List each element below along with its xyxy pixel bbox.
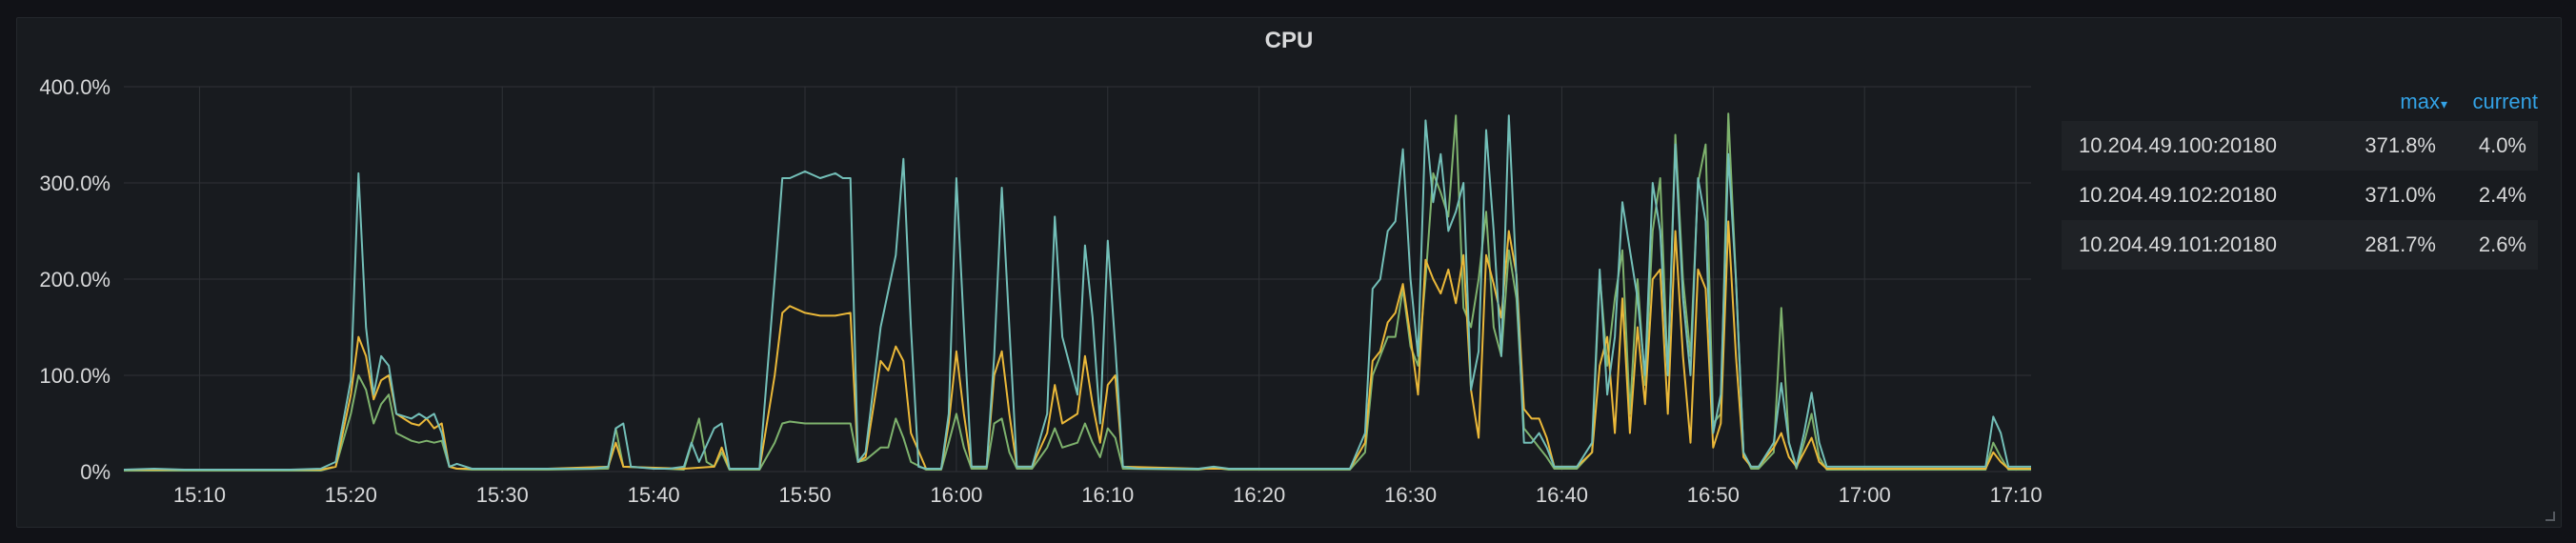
y-tick-label: 0% <box>80 460 111 484</box>
x-tick-label: 16:20 <box>1233 483 1285 507</box>
x-tick-label: 15:10 <box>173 483 226 507</box>
legend-series-name: 10.204.49.100:20180 <box>2079 133 2277 157</box>
cpu-chart: 0% 100.0% 200.0% 300.0% 400.0% 15:10 15:20 15:3… <box>39 75 2043 507</box>
legend-series-max: 371.0% <box>2365 183 2436 207</box>
legend-series-name: 10.204.49.102:20180 <box>2079 183 2277 207</box>
legend-series-name: 10.204.49.101:20180 <box>2079 232 2277 256</box>
x-tick-label: 16:10 <box>1081 483 1134 507</box>
x-tick-label: 15:30 <box>476 483 529 507</box>
resize-handle-icon[interactable] <box>2546 512 2555 521</box>
legend-header-current[interactable]: current <box>2472 90 2538 113</box>
x-tick-label: 17:00 <box>1839 483 1891 507</box>
legend-table: max▾ current 10.204.49.100:20180 371.8% … <box>2062 83 2538 270</box>
x-tick-label: 16:00 <box>930 483 982 507</box>
legend-row[interactable]: 10.204.49.101:20180 281.7% 2.6% <box>2062 220 2538 270</box>
x-tick-label: 15:20 <box>325 483 377 507</box>
panel-title[interactable]: CPU <box>1264 28 1314 53</box>
x-tick-label: 15:50 <box>778 483 831 507</box>
y-tick-label: 200.0% <box>39 268 111 292</box>
legend-series-max: 371.8% <box>2365 133 2436 157</box>
x-tick-label: 15:40 <box>628 483 680 507</box>
series-line <box>123 114 2031 471</box>
cpu-panel: CPU 0% 100.0% 200.0% 300.0% 400.0% 15:10 15:20… <box>16 17 2562 528</box>
x-tick-label: 16:50 <box>1687 483 1740 507</box>
legend-series-current: 2.4% <box>2478 183 2526 207</box>
x-tick-label: 17:10 <box>1990 483 2043 507</box>
legend-row[interactable]: 10.204.49.100:20180 371.8% 4.0% <box>2062 121 2538 171</box>
legend-row[interactable]: 10.204.49.102:20180 371.0% 2.4% <box>2062 171 2538 220</box>
x-tick-label: 16:40 <box>1536 483 1588 507</box>
y-tick-label: 400.0% <box>39 75 111 99</box>
legend-series-max: 281.7% <box>2365 232 2436 256</box>
x-tick-label: 16:30 <box>1384 483 1437 507</box>
legend-header-max-label: max <box>2400 90 2440 113</box>
legend-header: max▾ current <box>2062 83 2538 121</box>
legend-series-current: 2.6% <box>2478 232 2526 256</box>
legend-header-max[interactable]: max▾ <box>2362 90 2447 114</box>
legend-series-current: 4.0% <box>2478 133 2526 157</box>
y-tick-label: 100.0% <box>39 364 111 388</box>
y-tick-label: 300.0% <box>39 171 111 195</box>
series-line <box>124 112 2031 472</box>
series-line <box>124 220 2031 471</box>
caret-down-icon: ▾ <box>2440 96 2447 111</box>
